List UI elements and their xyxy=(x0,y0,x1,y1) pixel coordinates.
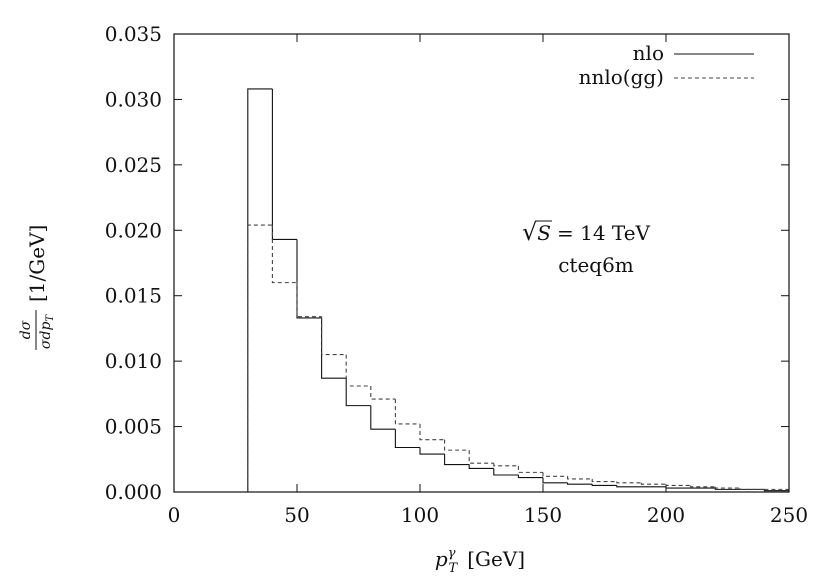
histogram-bin xyxy=(468,464,494,469)
series-nlo xyxy=(247,88,789,492)
histogram-bin xyxy=(419,447,445,455)
series-layer xyxy=(247,88,789,492)
histogram-bin xyxy=(296,282,322,318)
x-tick-label: 250 xyxy=(770,503,808,527)
histogram-bin xyxy=(493,463,519,467)
histogram-bin xyxy=(542,472,568,477)
histogram-bin xyxy=(247,224,273,492)
x-label-sub: T xyxy=(449,561,459,576)
histogram-bin xyxy=(567,476,593,480)
histogram-bin xyxy=(271,88,297,240)
histogram-bin xyxy=(493,468,519,476)
y-tick-label: 0.010 xyxy=(105,349,162,373)
histogram-bin xyxy=(271,225,297,284)
histogram-bin xyxy=(640,482,666,485)
y-tick-labels: 0.000 0.005 0.010 0.015 0.020 0.025 0.030 0.035 xyxy=(105,22,162,504)
x-label-p: p xyxy=(435,547,448,571)
histogram-bin xyxy=(616,485,642,488)
histogram-bin xyxy=(690,485,716,488)
pdf-annotation: cteq6m xyxy=(558,253,634,277)
y-label-numerator: dσ xyxy=(18,320,34,339)
y-label-den: σdp xyxy=(38,322,54,350)
y-tick-label: 0.030 xyxy=(105,87,162,111)
x-axis-label: pγ T [GeV] xyxy=(435,546,525,576)
y-tick-label: 0.015 xyxy=(105,284,162,308)
histogram-bin xyxy=(591,478,617,483)
sqrt-symbol: √ xyxy=(522,218,538,246)
annotation-s: S xyxy=(537,221,551,245)
histogram-bin xyxy=(665,486,691,489)
histogram-bin xyxy=(370,386,396,400)
svg-text:√S= 14 TeV: √S = 14 TeV xyxy=(522,218,651,246)
histogram-bin xyxy=(345,354,371,387)
histogram-bin xyxy=(567,482,593,485)
y-label-denominator: σdpT xyxy=(38,314,56,349)
histogram-bin xyxy=(370,405,396,430)
histogram-bin xyxy=(296,239,322,319)
histogram-bin xyxy=(394,429,420,449)
y-tick-label: 0.035 xyxy=(105,22,162,46)
legend-label-nnlo: nnlo(gg) xyxy=(579,65,664,89)
tick-marks xyxy=(173,33,790,493)
histogram-bin xyxy=(739,488,765,490)
x-label-sup: γ xyxy=(448,546,456,561)
annotation-energy: = 14 TeV xyxy=(557,221,651,245)
histogram-bin xyxy=(665,484,691,487)
y-tick-label: 0.000 xyxy=(105,480,162,504)
plot-frame xyxy=(173,33,790,493)
x-label-unit: [GeV] xyxy=(467,547,525,571)
y-tick-label: 0.025 xyxy=(105,153,162,177)
x-tick-label: 150 xyxy=(524,503,562,527)
histogram-bin xyxy=(714,486,740,489)
histogram-bin xyxy=(444,454,470,466)
y-tick-label: 0.005 xyxy=(105,415,162,439)
x-tick-label: 50 xyxy=(284,503,309,527)
x-tick-labels: 0 50 100 150 200 250 xyxy=(168,503,808,527)
x-tick-label: 0 xyxy=(168,503,181,527)
y-label-unit: [1/GeV] xyxy=(25,225,49,302)
y-label-den-sub: T xyxy=(45,314,56,322)
histogram-bin xyxy=(591,484,617,487)
histogram-bin xyxy=(517,474,543,479)
y-axis-label: dσ σdpT [1/GeV] xyxy=(18,225,56,350)
series-nnlo-gg xyxy=(247,224,789,492)
histogram-bin xyxy=(419,423,445,441)
histogram-bin xyxy=(468,450,494,464)
x-tick-label: 200 xyxy=(647,503,685,527)
histogram-bin xyxy=(247,88,273,492)
histogram-bin xyxy=(444,439,470,451)
legend: nlo nnlo(gg) xyxy=(579,41,754,89)
histogram-bin xyxy=(517,465,543,473)
histogram-bin xyxy=(394,399,420,425)
y-tick-label: 0.020 xyxy=(105,218,162,242)
histogram-bin xyxy=(345,378,371,407)
histogram-bin xyxy=(321,316,347,356)
energy-annotation: √S = 14 TeV cteq6m xyxy=(522,218,651,277)
legend-label-nlo: nlo xyxy=(633,41,664,65)
histogram-bin xyxy=(616,481,642,484)
histogram-bin xyxy=(542,477,568,484)
x-tick-label: 100 xyxy=(401,503,439,527)
histogram-bin xyxy=(321,317,347,379)
